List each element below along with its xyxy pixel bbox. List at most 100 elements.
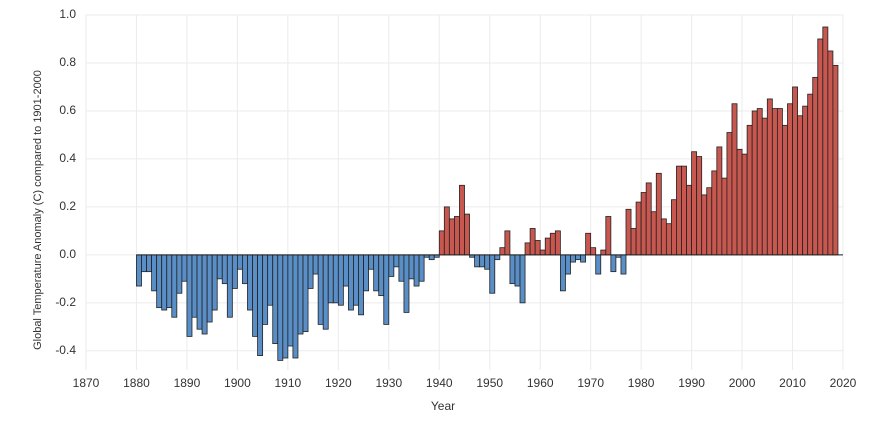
bar [736,148,743,256]
x-tick-label: 1870 [73,376,100,390]
bar [216,254,223,280]
bar [776,108,783,256]
bar [691,151,698,256]
bar [807,93,814,256]
bar [756,108,763,256]
bar [570,254,576,263]
bar [403,254,410,313]
bar [287,254,294,347]
bar [181,254,188,282]
bar [332,254,339,304]
bar [201,254,208,335]
bar [716,146,723,256]
bar [802,105,809,256]
bar [342,254,349,287]
bar [711,170,718,256]
bar [701,194,708,256]
bar [141,254,147,273]
bar [746,124,753,256]
bar [398,254,405,282]
bar [792,86,798,256]
bar [771,108,778,256]
bar [544,237,551,256]
bar [312,254,319,275]
bar [459,184,465,256]
bar [524,242,531,256]
bar [242,254,248,285]
bar [766,98,773,256]
x-tick-label: 1960 [527,376,554,390]
bar [353,254,359,306]
bar [671,199,677,256]
y-axis-label: Global Temperature Anomaly (C) compared … [32,70,44,350]
bar [317,254,324,325]
bar [454,216,460,256]
bar [474,254,481,268]
bar [368,254,375,270]
bar [383,254,390,325]
x-tick-label: 2020 [830,376,857,390]
bar [393,254,400,268]
bar [585,232,592,256]
bar [262,254,269,325]
y-tick-label: 0.4 [59,151,76,165]
x-tick-label: 2010 [779,376,806,390]
bar [408,254,415,280]
bar [787,103,793,256]
bar [741,153,748,256]
bar [797,115,804,256]
x-tick-label: 1890 [174,376,201,390]
bar [514,254,521,287]
x-tick-label: 1930 [375,376,402,390]
bar [231,254,238,289]
bar [539,249,546,256]
bar [529,228,536,256]
y-tick-label: 0.0 [59,247,76,261]
bar [645,182,652,256]
bar [226,254,233,318]
y-tick-label: 0.6 [59,103,76,117]
bar [337,254,344,306]
bar [443,206,450,256]
bar [156,254,163,309]
bar [297,254,304,335]
bar [665,223,672,256]
bar [706,187,713,256]
bar [418,254,425,282]
bar [388,254,395,277]
bar [519,254,526,304]
bar [559,254,566,292]
bar [726,132,733,256]
bar [282,254,289,359]
bar [676,165,682,256]
bar [161,254,168,311]
bar [428,254,435,261]
bar [681,165,687,256]
bar [499,247,506,256]
bar [660,218,667,256]
bar [171,254,178,318]
bar [211,254,218,311]
x-tick-label: 1970 [577,376,604,390]
bar [236,254,243,270]
bar [605,216,612,256]
bar [322,254,329,330]
bar [580,254,587,263]
bar [196,254,203,330]
bar [176,254,183,294]
bar [363,254,370,292]
x-tick-label: 1900 [224,376,251,390]
bar [146,254,153,273]
bar [822,26,829,256]
bar [221,254,228,285]
bar [292,254,299,359]
bar [186,254,193,337]
bar [817,38,824,256]
bar [438,230,445,256]
bar [327,254,334,304]
y-tick-label: 0.8 [59,55,76,69]
bar [782,124,788,256]
x-tick-label: 1990 [678,376,705,390]
bar [166,254,173,309]
bar [191,254,198,318]
